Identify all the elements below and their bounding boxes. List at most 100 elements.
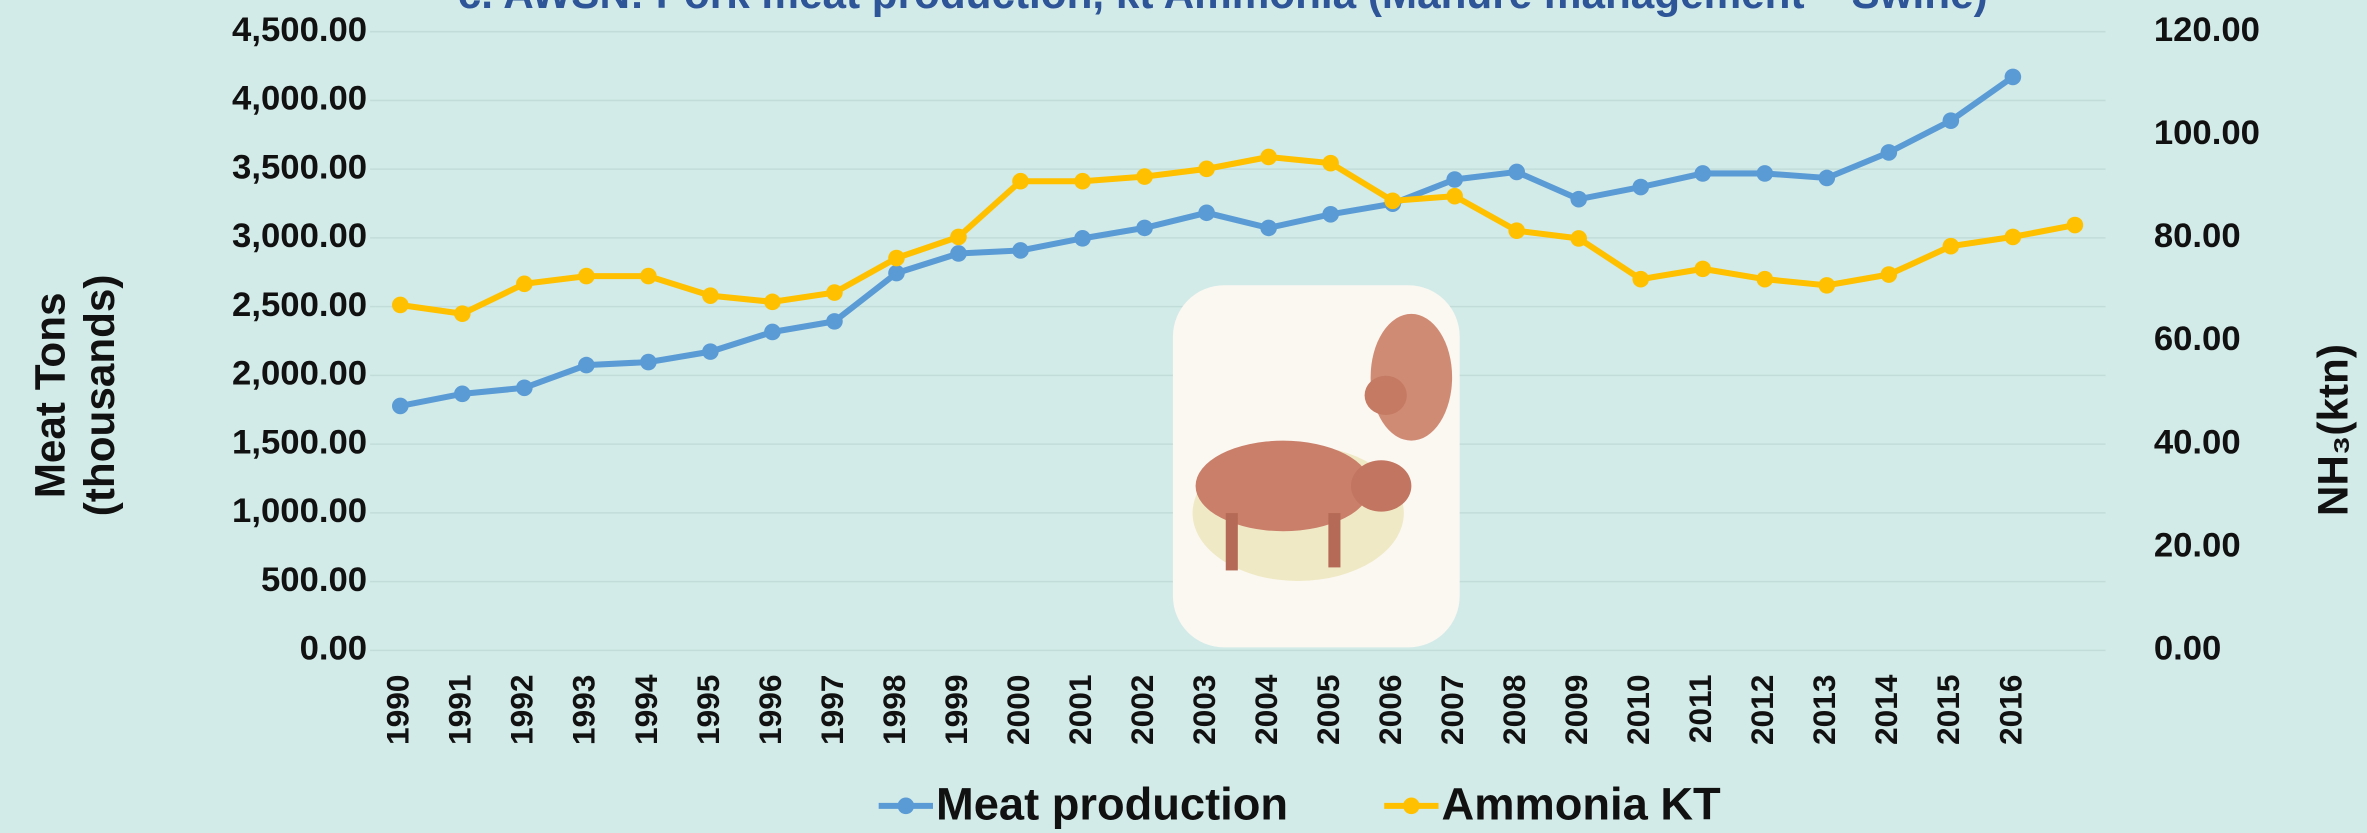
chart-title: c. AWSN: Pork meat production, kt Ammoni… xyxy=(458,0,1988,17)
data-point xyxy=(578,267,595,285)
data-point xyxy=(391,296,409,314)
data-point xyxy=(1446,171,1463,188)
y2-tick-label: 0.00 xyxy=(2154,630,2222,668)
x-tick-label: 2013 xyxy=(1806,675,1842,746)
data-point xyxy=(2066,216,2084,234)
series-line xyxy=(399,153,2076,317)
data-point xyxy=(578,356,595,374)
data-point xyxy=(1136,168,1153,185)
legend-swatch-marker xyxy=(1403,797,1420,815)
data-point xyxy=(1508,163,1525,181)
data-point xyxy=(1818,169,1836,187)
x-tick-label: 2004 xyxy=(1248,674,1284,745)
x-tick-label: 1995 xyxy=(690,675,726,746)
y2-tick-label: 120.00 xyxy=(2154,11,2260,49)
y-tick-label: 3,500.00 xyxy=(232,148,367,186)
x-tick-label: 2015 xyxy=(1930,675,1966,746)
data-point xyxy=(1322,205,1339,223)
y-tick-label: 500.00 xyxy=(261,561,367,599)
x-tick-label: 2009 xyxy=(1558,675,1594,745)
y-tick-label: 3,000.00 xyxy=(232,217,367,255)
y-axis-title: Meat Tons xyxy=(26,292,73,498)
legend-label: Ammonia KT xyxy=(1442,778,1722,829)
data-point xyxy=(1198,160,1215,178)
data-point xyxy=(1074,172,1091,190)
data-point xyxy=(1198,204,1215,222)
legend-label: Meat production xyxy=(936,778,1288,829)
x-tick-label: 1994 xyxy=(628,674,664,745)
data-point xyxy=(1446,187,1463,205)
x-tick-label: 2007 xyxy=(1434,675,1470,746)
data-point xyxy=(1260,148,1277,166)
data-point xyxy=(2004,68,2022,86)
data-point xyxy=(950,228,967,246)
data-point xyxy=(702,343,719,360)
x-tick-label: 2001 xyxy=(1062,675,1098,746)
data-point xyxy=(640,267,657,285)
x-tick-label: 2005 xyxy=(1310,675,1346,746)
data-point xyxy=(826,284,843,301)
x-tick-label: 2003 xyxy=(1186,675,1222,746)
y2-tick-label: 100.00 xyxy=(2154,114,2260,152)
x-tick-label: 2002 xyxy=(1124,675,1160,746)
data-point xyxy=(1694,165,1712,182)
x-tick-label: 2012 xyxy=(1744,675,1780,746)
data-point xyxy=(454,305,471,323)
x-tick-label: 1990 xyxy=(380,675,416,746)
data-point xyxy=(1136,219,1153,237)
x-tick-label: 2006 xyxy=(1372,675,1408,746)
data-point xyxy=(1570,190,1588,208)
data-point xyxy=(454,385,471,403)
data-point xyxy=(1012,242,1029,259)
data-point xyxy=(888,264,905,282)
data-point xyxy=(950,245,967,262)
data-point xyxy=(516,379,533,397)
y-tick-label: 2,500.00 xyxy=(232,286,367,324)
data-point xyxy=(1880,144,1898,161)
data-point xyxy=(1756,270,1774,288)
y-axis-title: (thousands) xyxy=(76,274,123,516)
data-point xyxy=(1818,277,1836,294)
data-point xyxy=(764,323,781,341)
x-tick-label: 1992 xyxy=(504,675,540,746)
y-tick-label: 1,000.00 xyxy=(232,492,367,530)
data-point xyxy=(1632,270,1650,288)
x-tick-label: 2008 xyxy=(1496,675,1532,746)
y2-tick-label: 40.00 xyxy=(2154,423,2241,461)
data-point xyxy=(702,287,719,304)
data-point xyxy=(1384,192,1401,210)
data-point xyxy=(764,293,781,311)
x-tick-label: 2016 xyxy=(1992,675,2028,746)
pig-illustration xyxy=(1172,285,1460,648)
data-point xyxy=(826,313,843,330)
x-tick-label: 1997 xyxy=(814,675,850,746)
data-point xyxy=(1942,237,1960,255)
x-tick-label: 2010 xyxy=(1620,675,1656,746)
data-point xyxy=(1322,154,1339,172)
y-tick-label: 2,000.00 xyxy=(232,355,367,393)
data-point xyxy=(1260,219,1277,237)
y-tick-label: 4,500.00 xyxy=(232,11,367,49)
data-point xyxy=(1694,260,1712,278)
data-point xyxy=(1632,178,1650,196)
data-point xyxy=(640,353,657,371)
y2-axis-title: NH₃(ktn) xyxy=(2310,344,2357,516)
data-point xyxy=(391,397,409,415)
data-point xyxy=(1508,222,1525,240)
data-point xyxy=(1074,230,1091,247)
data-point xyxy=(516,275,533,293)
data-point xyxy=(1942,112,1960,129)
data-point xyxy=(1570,230,1588,247)
y-tick-label: 4,000.00 xyxy=(232,80,367,118)
data-point xyxy=(1012,172,1029,190)
x-tick-label: 1993 xyxy=(566,675,602,746)
x-tick-label: 2000 xyxy=(1000,675,1036,746)
x-tick-label: 1996 xyxy=(752,675,788,746)
y-tick-label: 0.00 xyxy=(300,630,368,668)
legend-swatch-marker xyxy=(897,797,915,815)
y-tick-label: 1,500.00 xyxy=(232,423,367,461)
data-point xyxy=(2004,228,2022,246)
x-tick-label: 1998 xyxy=(876,675,912,746)
